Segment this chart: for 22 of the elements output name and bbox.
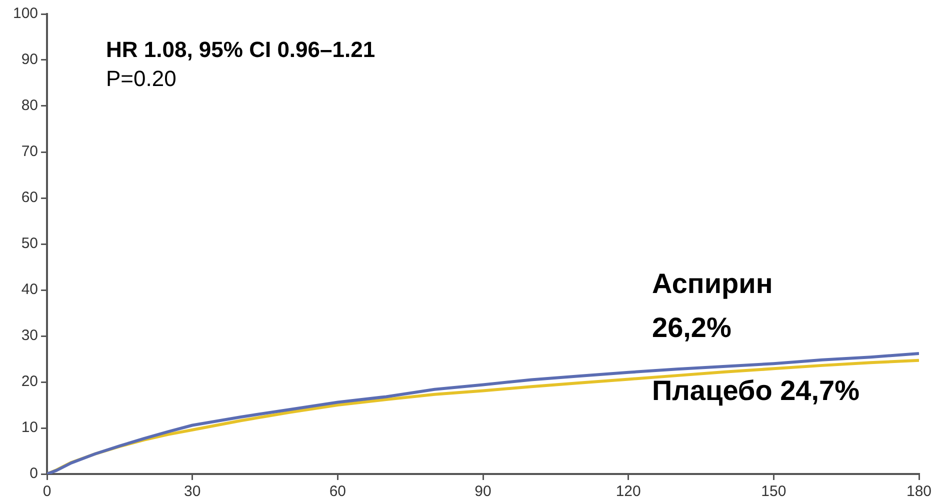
annotation: P=0.20: [106, 66, 176, 91]
y-tick-label: 50: [21, 235, 38, 252]
y-tick-label: 100: [12, 5, 38, 22]
y-tick-label: 20: [21, 373, 38, 390]
x-tick-label: 180: [906, 483, 932, 500]
annotation: Плацебо 24,7%: [652, 375, 860, 406]
annotation: Аспирин 26,2%: [652, 268, 773, 343]
y-tick-label: 90: [21, 51, 38, 68]
y-tick-label: 0: [30, 465, 38, 482]
x-tick-label: 90: [474, 483, 492, 500]
x-tick-label: 150: [761, 483, 786, 500]
annotation: HR 1.08, 95% CI 0.96–1.21: [106, 37, 376, 62]
x-tick-label: 0: [42, 483, 52, 500]
y-tick-label: 30: [21, 327, 38, 344]
x-tick-label: 120: [616, 483, 641, 500]
x-tick-label: 60: [329, 483, 346, 500]
y-tick-label: 40: [21, 281, 38, 298]
y-tick-label: 80: [21, 97, 38, 114]
y-tick-label: 60: [21, 189, 38, 206]
y-tick-label: 10: [21, 419, 38, 436]
x-tick-label: 30: [184, 483, 201, 500]
y-tick-label: 70: [21, 143, 38, 160]
